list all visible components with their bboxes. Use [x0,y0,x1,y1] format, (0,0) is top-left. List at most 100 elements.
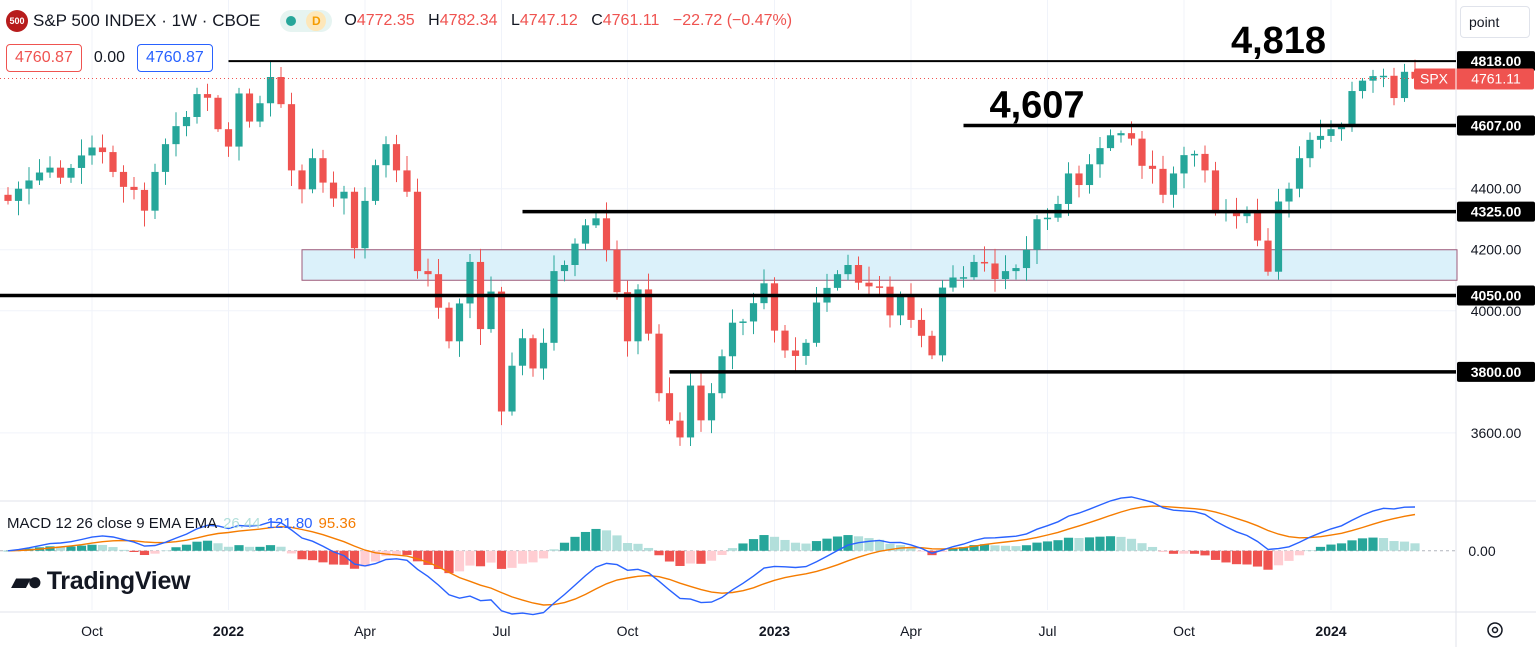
candle [308,148,317,194]
candle-body [151,171,159,211]
candle-body [434,274,443,308]
candle [907,283,915,328]
level-price-label: 3800.00 [1457,361,1535,382]
candle-body [791,350,800,356]
market-status-pill[interactable]: D [280,10,333,32]
macd-histogram-bar [958,547,969,551]
candle-body [875,286,884,288]
candle [277,67,285,108]
candle-body [298,170,306,190]
last-price-value: 4761.11 [1471,70,1521,86]
buy-price-box[interactable]: 4760.87 [136,44,213,72]
time-axis-tick: Apr [900,623,922,639]
macd-histogram-bar [706,550,717,561]
candle [791,337,800,373]
candles [4,59,1419,446]
candle [854,256,863,290]
macd-histogram-bar [328,550,339,565]
candle [1012,264,1020,280]
candle-body [1243,211,1251,217]
macd-histogram-value: 26.44 [223,515,261,532]
macd-histogram-bar [423,550,433,565]
candle-body [329,182,338,199]
level-price-label: 4818.00 [1457,51,1535,72]
macd-histogram-bar [360,550,370,567]
macd-histogram-bar [1200,550,1210,556]
macd-histogram-bar [496,550,507,569]
macd-histogram-bar [1399,541,1410,551]
candle-body [497,291,506,412]
low-value: 4747.12 [519,12,578,29]
candle-body [1117,133,1125,136]
candle [518,328,527,376]
candle-body [1316,135,1325,140]
macd-histogram-bar [55,546,66,551]
candle-body [1190,153,1199,156]
candle-body [319,158,327,183]
macd-histogram-bar [339,550,349,565]
candle [1264,228,1272,276]
candle-body [277,77,285,105]
macd-histogram-bar [150,550,160,554]
macd-histogram-bar [885,543,895,551]
macd-histogram-bar [1315,546,1326,551]
candle [382,136,390,178]
candle-body [1033,219,1041,250]
candle [298,164,306,204]
candle-body [1001,271,1010,280]
sell-price-box[interactable]: 4760.87 [6,44,82,72]
candle [1211,161,1220,216]
candle [245,88,254,128]
close-key: C [591,12,603,29]
candle-body [760,283,768,304]
candle-body [172,126,180,145]
candle [770,277,779,343]
macd-histogram-bar [612,535,622,551]
candle-body [424,271,432,275]
candle [109,145,117,178]
settings-gear-icon[interactable] [1484,619,1506,641]
macd-histogram-bar [192,541,202,551]
macd-histogram-bar [538,550,549,559]
macd-histogram-bar [402,550,412,555]
macd-legend[interactable]: MACD 12 26 close 9 EMA EMA 26.44 121.80 95.… [7,515,356,532]
price-axis-tick: 4400.00 [1471,181,1522,197]
macd-signal-value: 95.36 [318,515,357,532]
candle [980,246,989,272]
macd-histogram-bar [1347,540,1357,551]
candle [256,95,264,128]
candle [718,349,726,399]
candle [88,135,96,165]
macd-histogram-bar [1221,550,1231,563]
candle-body [140,189,149,211]
macd-histogram-bar [1011,546,1021,551]
macd-histogram-bar [759,535,769,551]
level-label-bg [1457,361,1535,382]
scale-mode-button[interactable]: point [1460,6,1530,38]
macd-histogram-bar [1357,538,1368,551]
symbol-title[interactable]: S&P 500 INDEX · 1W · CBOE [33,11,261,30]
price-axis-tick: 4000.00 [1471,303,1522,319]
candle [361,187,369,259]
macd-histogram-bar [181,544,192,551]
level-label-bg [1457,201,1535,222]
ohlc-values: O4772.35 H4782.34 L4747.12 C4761.11 −22.… [344,12,801,30]
candle [1169,166,1178,208]
candle [214,95,222,132]
macd-histogram-bar [1063,537,1074,551]
candle [466,253,474,319]
candle [1390,67,1398,106]
candle-body [1285,188,1293,202]
candle-body [1159,168,1167,195]
macd-histogram-bar [643,547,654,551]
level-label-bg [1457,115,1535,136]
last-price-symbol: SPX [1420,70,1449,86]
macd-histogram-bar [1042,541,1053,551]
candle [1117,130,1125,143]
candle-body [959,277,968,279]
candle [581,219,590,250]
candle [1379,68,1388,88]
tradingview-logo[interactable]: ▰● TradingView [11,566,191,597]
